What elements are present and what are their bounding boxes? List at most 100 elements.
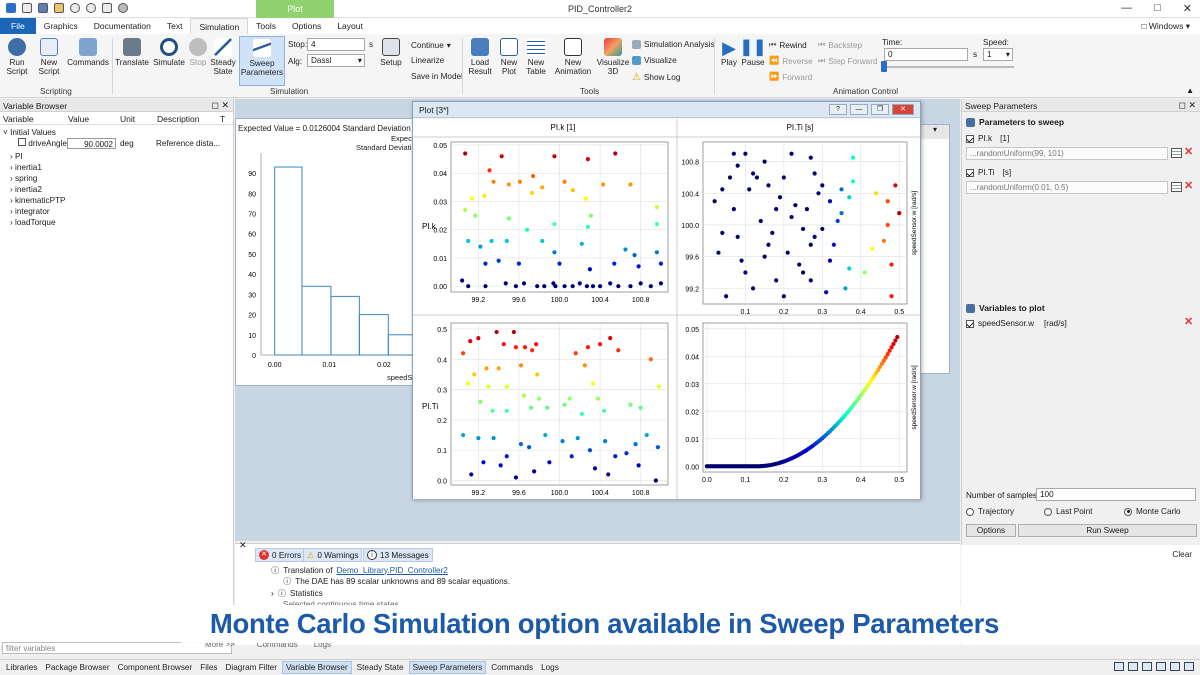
radio-monte-carlo[interactable]: Monte Carlo <box>1124 507 1181 516</box>
tab-logs[interactable]: Logs <box>313 640 332 649</box>
forward-button[interactable]: ⏩ Forward <box>769 72 813 82</box>
radio-trajectory[interactable]: Trajectory <box>966 507 1014 516</box>
tree-node-initial-values[interactable]: ˅ Initial Values <box>3 128 56 137</box>
plot-var-checkbox[interactable] <box>966 319 974 328</box>
steady-state-button[interactable]: Steady State <box>210 38 236 76</box>
simulation-analysis-button[interactable]: Simulation Analysis <box>632 40 715 49</box>
radio-last-point[interactable]: Last Point <box>1044 507 1092 516</box>
tab-graphics[interactable]: Graphics <box>43 21 78 31</box>
new-animation-button[interactable]: New Animation <box>553 38 593 76</box>
tree-node-inertia2[interactable]: › inertia2 <box>0 184 233 195</box>
param-k-expression[interactable]: ...randomUniform(99, 101) <box>966 147 1168 160</box>
new-table-button[interactable]: New Table <box>524 38 548 76</box>
visualize-3d-button[interactable]: Visualize 3D <box>597 38 629 76</box>
bottom-tab-sweep-parameters[interactable]: Sweep Parameters <box>408 661 487 674</box>
visualize-button[interactable]: Visualize <box>632 56 677 65</box>
play-button[interactable]: ▶ Play <box>721 38 737 67</box>
close-icon[interactable]: ✕ <box>1182 3 1192 15</box>
restore-icon[interactable]: ❐ <box>871 104 889 115</box>
stop-button[interactable]: Stop <box>187 38 209 67</box>
time-input[interactable]: 0 <box>884 48 968 61</box>
redo-icon[interactable] <box>86 3 96 13</box>
tab-tools[interactable]: Tools <box>256 21 277 31</box>
remove-icon[interactable]: ✕ <box>1184 180 1194 192</box>
bottom-tab-variable-browser[interactable]: Variable Browser <box>281 661 352 674</box>
table-icon[interactable] <box>1171 148 1182 158</box>
save-icon[interactable] <box>38 3 48 13</box>
tab-documentation[interactable]: Documentation <box>93 21 151 31</box>
bottom-tab-files[interactable]: Files <box>200 663 218 672</box>
radio-trajectory-button[interactable] <box>966 507 974 516</box>
new-script-button[interactable]: New Script <box>34 38 64 76</box>
close-icon[interactable]: ✕ <box>239 540 247 550</box>
tree-node-inertia1[interactable]: › inertia1 <box>0 162 233 173</box>
radio-monte-carlo-button[interactable] <box>1124 507 1132 516</box>
bottom-tab-steady-state[interactable]: Steady State <box>356 663 404 672</box>
radio-last-point-button[interactable] <box>1044 507 1052 516</box>
plot-context-tab[interactable]: Plot <box>256 0 334 18</box>
commands-button[interactable]: Commands <box>67 38 109 67</box>
algorithm-select[interactable]: Dassl ▾ <box>307 54 365 67</box>
backstep-button[interactable]: ⏮ Backstep <box>818 40 863 50</box>
show-log-button[interactable]: ⚠ Show Log <box>632 72 681 83</box>
continue-button[interactable]: Continue ▾ <box>411 40 451 51</box>
pin-close-icons[interactable]: ◻ ✕ <box>211 100 229 110</box>
param-ti-checkbox[interactable] <box>966 168 974 177</box>
translate-button[interactable]: Translate <box>115 38 149 67</box>
driveangle-checkbox[interactable] <box>18 138 26 146</box>
new-file-icon[interactable] <box>22 3 32 13</box>
samples-input[interactable]: 100 <box>1036 488 1196 501</box>
windows-selector[interactable]: □ Windows ▾ <box>1141 21 1190 31</box>
col-value[interactable]: Value <box>68 114 90 124</box>
speed-select[interactable]: 1 ▾ <box>983 48 1013 61</box>
pause-button[interactable]: ❚❚ Pause <box>739 39 767 67</box>
bottom-tab-libraries[interactable]: Libraries <box>6 663 38 672</box>
remove-icon[interactable]: ✕ <box>1184 316 1194 328</box>
tab-text[interactable]: Text <box>166 21 183 31</box>
layout-icon[interactable] <box>1114 662 1124 671</box>
tree-node-kinematicptp[interactable]: › kinematicPTP <box>0 195 233 206</box>
tab-more[interactable]: More >> <box>205 640 235 649</box>
plot-var-row[interactable]: speedSensor.w [rad/s] <box>966 319 1067 328</box>
stop-time-input[interactable]: 4 <box>307 38 365 51</box>
run-sweep-button[interactable]: Run Sweep <box>1018 524 1197 537</box>
col-t[interactable]: T <box>220 114 226 124</box>
new-plot-button[interactable]: New Plot <box>497 38 521 76</box>
sweep-param-row-ti[interactable]: PI.Ti [s] <box>966 168 1011 177</box>
plot-window[interactable]: Plot [3*] ? — ❐ ✕ PI.k [1] PI.Ti [s] PI.k P… <box>412 101 921 499</box>
filter-variables-input[interactable]: filter variables <box>2 642 232 654</box>
bottom-tab-component-browser[interactable]: Component Browser <box>117 663 193 672</box>
message-translation[interactable]: ⓘ Translation of Demo_Library.PID_Controll… <box>271 565 448 576</box>
open-icon[interactable] <box>54 3 64 13</box>
run-script-button[interactable]: Run Script <box>4 38 30 76</box>
tab-simulation[interactable]: Simulation <box>190 17 249 35</box>
tree-node-pi[interactable]: › PI <box>0 151 233 162</box>
col-variable[interactable]: Variable <box>3 114 34 124</box>
tab-options[interactable]: Options <box>292 21 322 31</box>
save-in-model-button[interactable]: Save in Model <box>411 72 463 81</box>
simulate-button[interactable]: Simulate <box>153 38 185 67</box>
undo-icon[interactable] <box>70 3 80 13</box>
load-result-button[interactable]: Load Result <box>466 38 494 76</box>
close-doc-icon[interactable] <box>118 3 128 13</box>
bottom-tab-package-browser[interactable]: Package Browser <box>45 663 110 672</box>
reverse-button[interactable]: ⏪ Reverse <box>769 56 813 66</box>
plot-icon[interactable] <box>1170 662 1180 671</box>
text-icon[interactable] <box>1156 662 1166 671</box>
bottom-tab-logs[interactable]: Logs <box>541 663 559 672</box>
sweep-parameters-button[interactable]: Sweep Parameters <box>239 36 285 86</box>
tree-node-loadtorque[interactable]: › loadTorque <box>0 217 233 228</box>
warnings-filter[interactable]: ⚠ 0 Warnings <box>303 548 363 562</box>
remove-icon[interactable]: ✕ <box>1184 146 1194 158</box>
bottom-tab-diagram-filter[interactable]: Diagram Filter <box>225 663 277 672</box>
pin-close-icons[interactable]: ◻ ✕ <box>1178 100 1196 110</box>
driveangle-value[interactable]: 90.0002 <box>67 138 116 149</box>
tab-layout[interactable]: Layout <box>337 21 363 31</box>
col-unit[interactable]: Unit <box>120 114 136 124</box>
settings-icon[interactable] <box>102 3 112 13</box>
errors-filter[interactable]: ✕ 0 Errors <box>255 548 306 562</box>
close-icon[interactable]: ✕ <box>892 104 914 115</box>
bottom-tab-commands[interactable]: Commands <box>491 663 534 672</box>
rewind-button[interactable]: ⏮ Rewind <box>769 40 807 50</box>
tree-node-spring[interactable]: › spring <box>0 173 233 184</box>
